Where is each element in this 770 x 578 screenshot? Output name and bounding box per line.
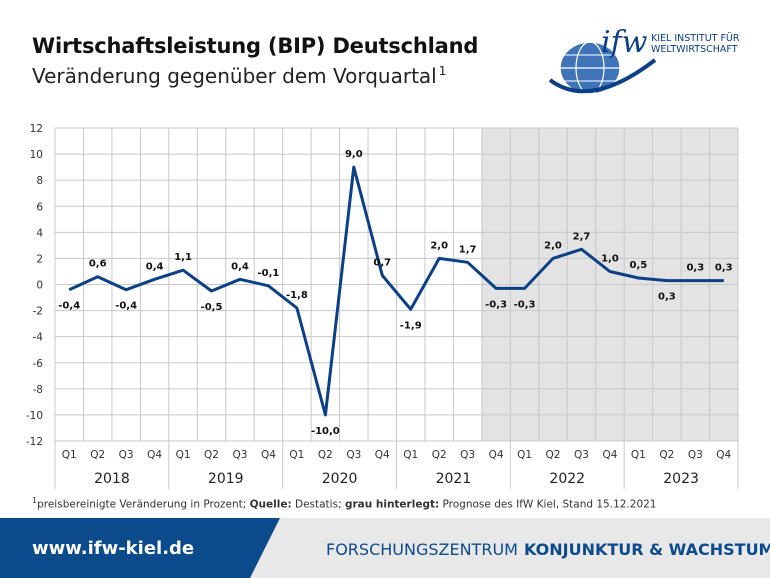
- x-tick-label: Q4: [147, 449, 162, 461]
- x-tick-label: Q3: [574, 449, 589, 461]
- y-tick-label: -8: [33, 384, 43, 396]
- x-tick-label: Q1: [631, 449, 646, 461]
- logo-line-1: KIEL INSTITUT FÜR: [651, 33, 740, 44]
- footnote-text-1: preisbereinigte Veränderung in Prozent;: [37, 498, 250, 511]
- data-label: -0,1: [258, 268, 280, 279]
- footer-bar: www.ifw-kiel.de FORSCHUNGSZENTRUM KONJUNK…: [0, 518, 770, 578]
- globe-icon: [548, 41, 657, 95]
- page-subtitle: Veränderung gegenüber dem Vorquartal 1: [32, 64, 446, 88]
- y-tick-label: -12: [26, 436, 43, 448]
- x-tick-label: Q4: [602, 449, 617, 461]
- footnote: 1preisbereinigte Veränderung in Prozent;…: [32, 496, 657, 511]
- x-tick-label: Q1: [62, 449, 77, 461]
- y-tick-label: 8: [36, 175, 43, 187]
- data-label: -1,9: [400, 320, 422, 331]
- data-label: 0,4: [231, 261, 249, 272]
- data-label: 0,3: [658, 292, 676, 303]
- gdp-series-line: [68, 165, 724, 417]
- footnote-shade-label: grau hinterlegt:: [344, 498, 440, 511]
- year-label: 2019: [208, 471, 244, 487]
- data-label: -0,4: [115, 301, 137, 312]
- data-label: -0,4: [58, 301, 80, 312]
- y-tick-label: 10: [30, 149, 43, 161]
- data-label: 0,3: [686, 263, 704, 274]
- x-tick-label: Q4: [261, 449, 276, 461]
- data-label: 1,7: [459, 244, 477, 255]
- x-tick-label: Q2: [546, 449, 561, 461]
- research-center-bold: KONJUNKTUR & WACHSTUM: [523, 540, 770, 559]
- footer-left-panel: [0, 518, 250, 578]
- y-tick-label: -6: [33, 358, 44, 370]
- subtitle-text: Veränderung gegenüber dem Vorquartal: [32, 64, 437, 88]
- data-label: -0,5: [201, 302, 223, 313]
- x-tick-label: Q3: [233, 449, 248, 461]
- website-link[interactable]: www.ifw-kiel.de: [32, 538, 195, 559]
- logo-mark: ifw: [601, 25, 648, 60]
- data-label: 0,5: [630, 260, 648, 271]
- page-title: Wirtschaftsleistung (BIP) Deutschland: [32, 34, 479, 58]
- x-tick-label: Q2: [90, 449, 105, 461]
- x-tick-label: Q3: [460, 449, 475, 461]
- data-label: -0,3: [485, 299, 507, 310]
- footnote-source-label: Quelle:: [249, 498, 292, 511]
- x-tick-label: Q2: [318, 449, 333, 461]
- y-tick-label: -2: [33, 306, 43, 318]
- x-tick-label: Q4: [375, 449, 390, 461]
- y-tick-label: 0: [36, 280, 43, 292]
- x-tick-label: Q3: [346, 449, 361, 461]
- footnote-marker: 1: [32, 496, 38, 505]
- gdp-line-chart: 12 10 8 6 4 2 0 -2 -4 -6 -8 -10 -12 Q1 Q2 Q3 Q4 Q1 Q2 Q3 Q4…: [26, 123, 739, 489]
- year-label: 2020: [322, 471, 358, 487]
- data-label: 2,0: [544, 240, 562, 251]
- year-label: 2018: [94, 471, 130, 487]
- data-label: -0,3: [514, 299, 536, 310]
- data-label: 2,7: [573, 231, 591, 242]
- y-tick-label: 4: [36, 227, 43, 239]
- footnote-text-3: Prognose des IfW Kiel, Stand 15.12.2021: [439, 498, 657, 511]
- ifw-logo: ifw KIEL INSTITUT FÜR WELTWIRTSCHAFT: [548, 25, 740, 95]
- logo-line-2: WELTWIRTSCHAFT: [651, 44, 738, 55]
- research-center-light: FORSCHUNGSZENTRUM: [326, 540, 518, 559]
- data-label: 1,1: [174, 252, 192, 263]
- x-tick-label: Q2: [432, 449, 447, 461]
- data-label: 0,6: [89, 259, 107, 270]
- year-label: 2023: [663, 471, 699, 487]
- y-tick-label: -4: [33, 332, 44, 344]
- y-tick-label: -10: [26, 410, 43, 422]
- research-center-label: FORSCHUNGSZENTRUM KONJUNKTUR & WACHSTUM: [326, 540, 770, 559]
- x-tick-label: Q1: [176, 449, 191, 461]
- x-tick-label: Q4: [489, 449, 504, 461]
- data-label: -10,0: [311, 426, 340, 437]
- series-line: [68, 165, 724, 417]
- footnote-text-2: Destatis;: [291, 498, 345, 511]
- data-label: 1,0: [601, 253, 619, 264]
- data-label: 0,3: [715, 263, 733, 274]
- x-tick-label: Q3: [688, 449, 703, 461]
- y-axis-ticks: 12 10 8 6 4 2 0 -2 -4 -6 -8 -10 -12: [26, 123, 43, 448]
- subtitle-footnote-marker: 1: [438, 64, 447, 79]
- data-label: 9,0: [345, 149, 363, 160]
- x-tick-label: Q1: [403, 449, 418, 461]
- data-label: 0,4: [146, 261, 164, 272]
- y-tick-label: 6: [36, 201, 43, 213]
- year-label: 2022: [549, 471, 585, 487]
- x-tick-label: Q1: [289, 449, 304, 461]
- footer-slant: [250, 518, 280, 578]
- x-axis-ticks: Q1 Q2 Q3 Q4 Q1 Q2 Q3 Q4 Q1 Q2 Q3 Q4 Q1 Q2 Q3 Q4 Q1 Q2 Q3 Q4…: [62, 449, 732, 487]
- data-labels: -0,4 0,6 -0,4 0,4 1,1 -0,5 0,4 -0,1 -1,8 -10,0 9,0…: [58, 149, 732, 437]
- x-tick-label: Q4: [716, 449, 731, 461]
- data-label: 2,0: [430, 240, 448, 251]
- x-tick-label: Q2: [659, 449, 674, 461]
- year-label: 2021: [436, 471, 472, 487]
- x-tick-label: Q1: [517, 449, 532, 461]
- y-tick-label: 12: [30, 123, 43, 135]
- data-label: 0,7: [373, 257, 391, 268]
- data-label: -1,8: [286, 290, 308, 301]
- x-tick-label: Q2: [204, 449, 219, 461]
- x-tick-label: Q3: [119, 449, 134, 461]
- y-tick-label: 2: [36, 253, 43, 265]
